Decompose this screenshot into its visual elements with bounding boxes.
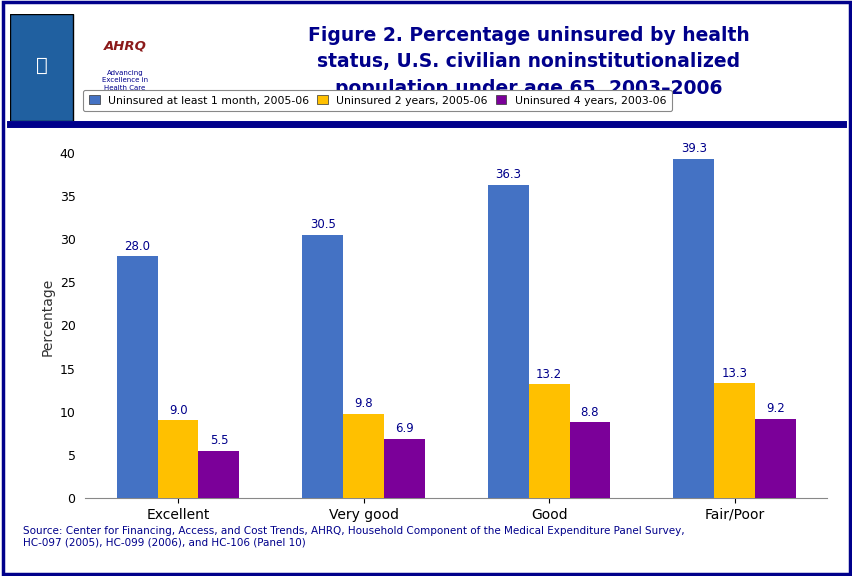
Bar <box>528 384 569 498</box>
Text: 9.8: 9.8 <box>354 397 372 410</box>
Text: 13.2: 13.2 <box>535 367 561 381</box>
Text: Figure 2. Percentage uninsured by health
status, U.S. civilian noninstitutionali: Figure 2. Percentage uninsured by health… <box>308 26 749 98</box>
Bar <box>158 420 199 498</box>
Bar <box>383 439 424 498</box>
Y-axis label: Percentage: Percentage <box>40 278 54 356</box>
Text: 39.3: 39.3 <box>680 142 706 156</box>
Text: 36.3: 36.3 <box>495 168 521 181</box>
Text: Source: Center for Financing, Access, and Cost Trends, AHRQ, Household Component: Source: Center for Financing, Access, an… <box>23 526 683 548</box>
Text: 28.0: 28.0 <box>124 240 150 253</box>
Bar <box>713 384 754 498</box>
Text: 9.0: 9.0 <box>169 404 187 417</box>
Bar <box>754 419 795 498</box>
Text: 8.8: 8.8 <box>580 406 598 419</box>
Bar <box>117 256 158 498</box>
Text: 13.3: 13.3 <box>721 367 746 380</box>
Bar <box>343 414 383 498</box>
Bar <box>569 422 610 498</box>
Bar <box>672 159 713 498</box>
Text: 9.2: 9.2 <box>765 402 784 415</box>
Text: 30.5: 30.5 <box>309 218 336 232</box>
Text: 5.5: 5.5 <box>210 434 227 447</box>
Bar <box>302 235 343 498</box>
Text: 6.9: 6.9 <box>394 422 413 435</box>
Text: 🦅: 🦅 <box>36 56 48 75</box>
Text: Advancing
Excellence in
Health Care: Advancing Excellence in Health Care <box>102 70 148 91</box>
Text: AHRQ: AHRQ <box>103 40 147 53</box>
Legend: Uninsured at least 1 month, 2005-06, Uninsured 2 years, 2005-06, Uninsured 4 yea: Uninsured at least 1 month, 2005-06, Uni… <box>83 90 671 111</box>
FancyBboxPatch shape <box>10 14 73 121</box>
Bar <box>199 450 239 498</box>
Bar <box>487 185 528 498</box>
